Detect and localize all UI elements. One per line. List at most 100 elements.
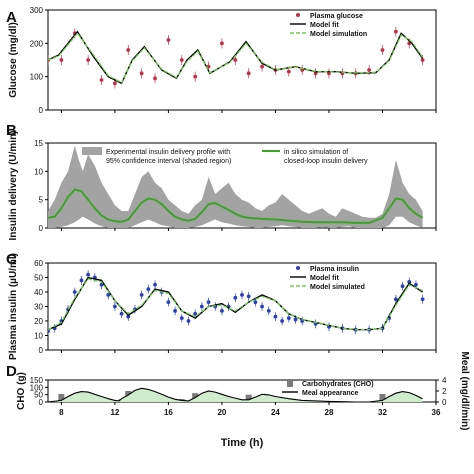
y-tick-label: 300 bbox=[30, 6, 44, 15]
y-axis-label: Plasma insulin (µU/ml) bbox=[8, 253, 19, 360]
y-tick-label: 15 bbox=[34, 139, 43, 148]
data-point bbox=[260, 304, 264, 309]
data-point bbox=[393, 29, 398, 34]
data-point bbox=[166, 300, 171, 305]
legend-label: Plasma insulin bbox=[310, 266, 359, 273]
data-point bbox=[260, 64, 264, 69]
y-axis-label: Insulin delivery (U/min) bbox=[8, 130, 19, 240]
y-tick-label: 40 bbox=[34, 288, 43, 297]
data-point bbox=[286, 316, 291, 320]
data-point bbox=[420, 297, 425, 302]
y-tick-label: 100 bbox=[30, 73, 44, 82]
series-dashed-line bbox=[48, 32, 424, 84]
panel-label: D bbox=[6, 363, 17, 380]
y-tick-label: 0 bbox=[39, 346, 44, 355]
series-layer bbox=[48, 387, 423, 402]
y-tick-label: 0 bbox=[39, 106, 44, 115]
data-point bbox=[166, 38, 171, 42]
y-right-axis-label: Meal (mg/dl/min) bbox=[459, 352, 470, 431]
data-point bbox=[286, 69, 291, 74]
x-tick-label: 24 bbox=[271, 408, 280, 417]
confidence-band bbox=[48, 145, 423, 228]
data-point bbox=[414, 282, 418, 287]
data-point bbox=[153, 76, 157, 81]
panel-c: C 0 10 20 30 40 50 60 Plasma insulin (µU/ml) Plas… bbox=[6, 251, 437, 360]
series-line bbox=[48, 188, 424, 224]
data-point bbox=[99, 282, 104, 287]
data-point bbox=[380, 48, 385, 52]
legend: Plasma insulin Model fit Model simulated bbox=[290, 266, 365, 291]
y-axis-label: CHO (g) bbox=[16, 372, 27, 410]
legend-label: Meal appearance bbox=[302, 390, 359, 397]
legend-label-line-line2: closed-loop insulin delivery bbox=[284, 158, 368, 165]
legend-label: Model simulation bbox=[310, 31, 367, 38]
data-point bbox=[407, 279, 412, 284]
data-point bbox=[112, 304, 117, 309]
data-point bbox=[240, 293, 244, 297]
y-tick-label: 0 bbox=[39, 398, 44, 407]
meal-area bbox=[48, 388, 423, 402]
y-tick-label: 100 bbox=[30, 383, 44, 392]
y-tick-label: 60 bbox=[34, 259, 43, 268]
data-point bbox=[246, 71, 251, 76]
panel-label: B bbox=[6, 122, 17, 139]
x-tick-label: 36 bbox=[432, 408, 441, 417]
x-tick-label: 12 bbox=[110, 408, 119, 417]
data-point bbox=[173, 308, 178, 313]
data-point bbox=[253, 300, 258, 305]
x-tick-label: 28 bbox=[325, 408, 334, 417]
data-point bbox=[72, 290, 77, 294]
y-right-tick-label: 2 bbox=[442, 387, 447, 396]
panel-label: C bbox=[6, 251, 17, 268]
y-tick-label: 200 bbox=[30, 39, 44, 48]
y-tick-label: 50 bbox=[34, 274, 43, 283]
y-axis-label: Glucose (mg/dl) bbox=[8, 22, 19, 98]
data-point bbox=[280, 319, 285, 323]
plot-frame bbox=[47, 9, 437, 111]
y-tick-label: 20 bbox=[34, 317, 43, 326]
legend-label-band: Experimental insulin delivery profile wi… bbox=[106, 149, 230, 156]
cho-bar bbox=[379, 393, 386, 402]
data-point bbox=[233, 295, 238, 300]
data-point bbox=[199, 304, 204, 309]
legend-label-line: in silico simulation of bbox=[284, 149, 348, 156]
data-point bbox=[119, 311, 124, 316]
data-point bbox=[246, 294, 251, 299]
data-point bbox=[59, 58, 64, 62]
meal-appearance-line bbox=[48, 387, 423, 402]
y-tick-label: 50 bbox=[34, 391, 43, 400]
y-tick-label: 5 bbox=[39, 196, 44, 205]
series-line bbox=[48, 276, 423, 331]
legend-label: Carbohydrates (CHO) bbox=[302, 381, 374, 388]
data-point bbox=[206, 300, 211, 305]
data-point bbox=[146, 287, 151, 291]
data-point bbox=[420, 58, 425, 62]
legend-label: Model fit bbox=[310, 275, 339, 282]
legend-label: Plasma glucose bbox=[310, 13, 363, 20]
data-point bbox=[400, 284, 405, 289]
y-tick-label: 0 bbox=[39, 224, 44, 233]
series-layer bbox=[48, 145, 424, 228]
legend-marker bbox=[287, 379, 293, 387]
data-point bbox=[153, 282, 157, 287]
y-right-tick-label: 0 bbox=[442, 398, 447, 407]
data-point bbox=[186, 319, 191, 323]
series-dashed-line bbox=[48, 278, 423, 331]
x-tick-label: 16 bbox=[164, 408, 173, 417]
data-point bbox=[273, 314, 278, 319]
data-point bbox=[106, 293, 111, 297]
data-point bbox=[179, 316, 184, 320]
data-point bbox=[266, 308, 271, 313]
legend: Experimental insulin delivery profile wi… bbox=[82, 147, 368, 165]
y-tick-label: 150 bbox=[30, 376, 44, 385]
legend-label: Model simulated bbox=[310, 284, 365, 291]
data-point bbox=[179, 58, 184, 62]
data-point bbox=[86, 58, 91, 62]
data-point bbox=[367, 68, 372, 72]
panel-a: A 0 100 200 300 Glucose (mg/dl) Plasma glucose… bbox=[6, 6, 437, 115]
data-point bbox=[86, 272, 91, 277]
legend: Plasma glucose Model fit Model simulation bbox=[290, 13, 367, 38]
data-point bbox=[393, 297, 398, 302]
data-point bbox=[220, 41, 224, 46]
